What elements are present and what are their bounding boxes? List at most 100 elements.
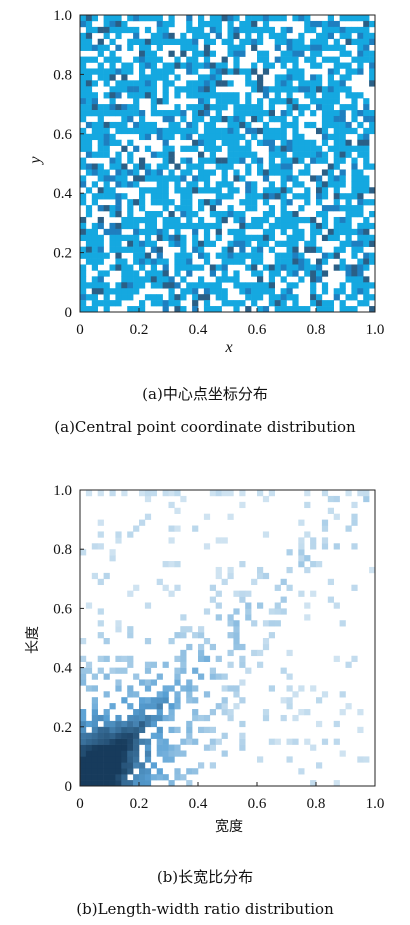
- heatmap-cell: [239, 121, 246, 129]
- heatmap-cell: [262, 282, 270, 289]
- heatmap-cell: [327, 205, 334, 212]
- density-cell: [144, 490, 152, 497]
- heatmap-cell: [245, 121, 252, 129]
- heatmap-cell: [115, 121, 122, 129]
- heatmap-cell: [91, 258, 98, 265]
- heatmap-cell: [168, 110, 175, 117]
- heatmap-cell: [139, 68, 146, 75]
- heatmap-cell: [316, 294, 323, 301]
- heatmap-cell: [144, 62, 152, 69]
- heatmap-cell: [298, 151, 305, 158]
- heatmap-cell: [150, 193, 157, 200]
- heatmap-cell: [97, 216, 104, 224]
- density-cell: [304, 531, 311, 538]
- heatmap-cell: [339, 110, 346, 117]
- heatmap-cell: [215, 163, 222, 170]
- heatmap-cell: [304, 264, 311, 271]
- heatmap-cell: [345, 211, 352, 218]
- heatmap-cell: [156, 56, 163, 63]
- heatmap-cell: [363, 264, 370, 271]
- heatmap-cell: [357, 300, 364, 307]
- heatmap-cell: [262, 15, 270, 22]
- heatmap-cell: [245, 104, 252, 111]
- heatmap-cell: [215, 32, 222, 40]
- heatmap-cell: [257, 234, 264, 242]
- heatmap-cell: [121, 193, 128, 200]
- density-cell: [97, 768, 104, 775]
- heatmap-cell: [333, 98, 340, 105]
- heatmap-cell: [292, 228, 299, 236]
- density-cell: [174, 750, 181, 757]
- heatmap-cell: [304, 306, 311, 313]
- heatmap-cell: [168, 240, 175, 247]
- heatmap-cell: [298, 38, 305, 45]
- heatmap-cell: [286, 252, 293, 259]
- density-cell: [91, 543, 98, 550]
- heatmap-cell: [180, 145, 187, 152]
- heatmap-cell: [139, 175, 146, 182]
- heatmap-cell: [127, 199, 134, 206]
- heatmap-cell: [139, 240, 146, 247]
- heatmap-cell: [280, 240, 287, 247]
- heatmap-cell: [357, 211, 364, 218]
- heatmap-cell: [144, 50, 152, 57]
- heatmap-cell: [286, 26, 293, 34]
- density-cell: [162, 714, 169, 722]
- heatmap-cell: [80, 80, 87, 87]
- heatmap-cell: [363, 15, 370, 22]
- heatmap-cell: [369, 62, 376, 69]
- heatmap-cell: [97, 240, 104, 247]
- heatmap-cell: [316, 157, 323, 164]
- density-cell: [304, 555, 311, 562]
- density-cell: [310, 744, 317, 751]
- density-cell: [144, 750, 152, 757]
- density-cell: [162, 697, 169, 704]
- density-cell: [245, 602, 252, 609]
- heatmap-cell: [91, 288, 98, 295]
- heatmap-cell: [156, 270, 163, 277]
- heatmap-cell: [363, 151, 370, 158]
- heatmap-cell: [103, 133, 110, 141]
- density-cell: [298, 555, 305, 562]
- heatmap-cell: [351, 115, 358, 123]
- heatmap-cell: [97, 234, 104, 242]
- heatmap-cell: [286, 163, 293, 170]
- density-cell: [115, 768, 122, 775]
- heatmap-cell: [333, 68, 340, 75]
- heatmap-cell: [239, 44, 246, 51]
- heatmap-cell: [321, 288, 329, 295]
- density-cell: [363, 495, 370, 503]
- heatmap-cell: [203, 110, 211, 117]
- density-cell: [227, 614, 234, 621]
- heatmap-cell: [180, 258, 187, 265]
- heatmap-cell: [180, 44, 187, 51]
- density-cell: [80, 780, 87, 787]
- heatmap-cell: [80, 157, 87, 164]
- heatmap-cell: [333, 175, 340, 182]
- heatmap-cell: [292, 264, 299, 271]
- heatmap-cell: [262, 306, 270, 313]
- heatmap-cell: [257, 276, 264, 283]
- density-cell: [168, 744, 175, 751]
- density-cell: [257, 572, 264, 580]
- heatmap-cell: [156, 98, 163, 105]
- density-cell: [174, 768, 181, 775]
- heatmap-cell: [251, 157, 258, 164]
- heatmap-cell: [227, 98, 234, 105]
- density-cell: [310, 685, 317, 692]
- heatmap-cell: [274, 74, 281, 81]
- density-cell: [180, 655, 187, 662]
- heatmap-cell: [274, 169, 281, 176]
- heatmap-cell: [150, 264, 157, 271]
- heatmap-cell: [357, 50, 364, 57]
- heatmap-cell: [209, 264, 216, 271]
- heatmap-cell: [369, 258, 376, 265]
- heatmap-cell: [174, 306, 181, 313]
- heatmap-cell: [133, 276, 140, 283]
- heatmap-cell: [144, 270, 152, 277]
- heatmap-cell: [227, 246, 234, 253]
- heatmap-cell: [298, 276, 305, 283]
- heatmap-cell: [268, 62, 275, 69]
- heatmap-cell: [286, 50, 293, 57]
- density-cell: [327, 495, 334, 503]
